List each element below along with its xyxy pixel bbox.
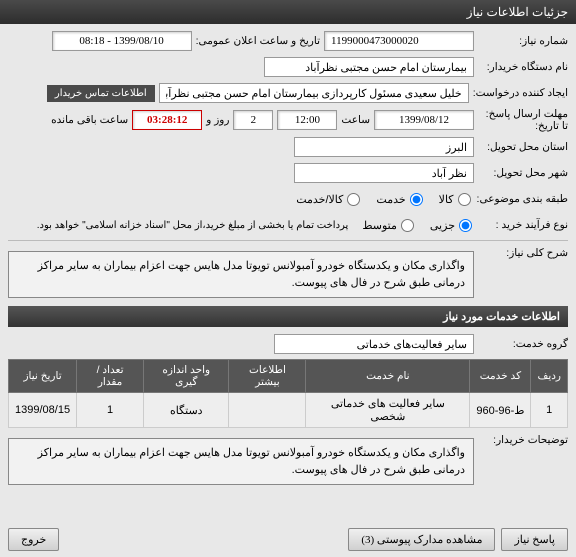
days-left-input: [233, 110, 273, 130]
radio-kala[interactable]: کالا: [439, 193, 473, 206]
need-no-label: شماره نیاز:: [478, 35, 568, 47]
radio-partial[interactable]: جزیی: [430, 219, 474, 232]
org-label: نام دستگاه خریدار:: [478, 61, 568, 73]
buyproc-note: پرداخت تمام یا بخشی از مبلغ خرید،از محل …: [37, 220, 349, 231]
cell-unit: دستگاه: [144, 393, 229, 428]
cell-code: ط-96-960: [470, 393, 531, 428]
city-input[interactable]: [294, 163, 474, 183]
col-qty: تعداد / مقدار: [77, 360, 144, 393]
remain-label: ساعت باقی مانده: [51, 114, 128, 126]
col-name: نام خدمت: [306, 360, 470, 393]
cell-more: [229, 393, 306, 428]
group-input[interactable]: [274, 334, 474, 354]
creator-label: ایجاد کننده درخواست:: [473, 87, 568, 99]
announce-label: تاریخ و ساعت اعلان عمومی:: [196, 35, 320, 47]
time-label: ساعت: [341, 114, 370, 126]
col-more: اطلاعات بیشتر: [229, 360, 306, 393]
cell-date: 1399/08/15: [9, 393, 77, 428]
radio-service[interactable]: خدمت: [376, 193, 424, 206]
attachments-button[interactable]: مشاهده مدارک پیوستی (3): [348, 528, 495, 551]
titlebar: جزئیات اطلاعات نیاز: [0, 0, 576, 24]
province-input[interactable]: [294, 137, 474, 157]
table-row[interactable]: 1 ط-96-960 سایر فعالیت های خدماتی شخصی د…: [9, 393, 568, 428]
services-table: ردیف کد خدمت نام خدمت اطلاعات بیشتر واحد…: [8, 359, 568, 428]
countdown-box: [132, 110, 202, 130]
reply-button[interactable]: پاسخ نیاز: [501, 528, 568, 551]
contact-buyer-button[interactable]: اطلاعات تماس خریدار: [47, 85, 155, 102]
province-label: استان محل تحویل:: [478, 141, 568, 153]
col-date: تاریخ نیاز: [9, 360, 77, 393]
radio-both[interactable]: کالا/خدمت: [296, 193, 362, 206]
desc-box: واگذاری مکان و یکدستگاه خودرو آمبولانس ت…: [8, 251, 474, 298]
deadline-label: مهلت ارسال پاسخ:تا تاریخ:: [478, 108, 568, 132]
group-label: گروه خدمت:: [478, 338, 568, 350]
separator: [8, 240, 568, 241]
deadline-time-input[interactable]: [277, 110, 337, 130]
deadline-date-input[interactable]: [374, 110, 474, 130]
announce-input[interactable]: [52, 31, 192, 51]
buyproc-label: نوع فرآیند خرید :: [478, 219, 568, 231]
col-code: کد خدمت: [470, 360, 531, 393]
col-unit: واحد اندازه گیری: [144, 360, 229, 393]
radio-medium[interactable]: متوسط: [362, 219, 416, 232]
cell-rownum: 1: [531, 393, 568, 428]
content-pane: شماره نیاز: تاریخ و ساعت اعلان عمومی: نا…: [0, 24, 576, 499]
services-section-header: اطلاعات خدمات مورد نیاز: [8, 306, 568, 327]
buyernotes-label: توضیحات خریدار:: [478, 434, 568, 446]
org-input[interactable]: [264, 57, 474, 77]
buyernotes-box: واگذاری مکان و یکدستگاه خودرو آمبولانس ت…: [8, 438, 474, 485]
col-rownum: ردیف: [531, 360, 568, 393]
window-title: جزئیات اطلاعات نیاز: [467, 5, 568, 19]
footer-bar: پاسخ نیاز مشاهده مدارک پیوستی (3) خروج: [8, 528, 568, 551]
creator-input[interactable]: [159, 83, 469, 103]
city-label: شهر محل تحویل:: [478, 167, 568, 179]
desc-label: شرح کلی نیاز:: [478, 247, 568, 259]
cell-name: سایر فعالیت های خدماتی شخصی: [306, 393, 470, 428]
exit-button[interactable]: خروج: [8, 528, 59, 551]
need-no-input[interactable]: [324, 31, 474, 51]
cell-qty: 1: [77, 393, 144, 428]
and-label: روز و: [206, 114, 229, 126]
class-label: طبقه بندی موضوعی:: [477, 193, 568, 205]
